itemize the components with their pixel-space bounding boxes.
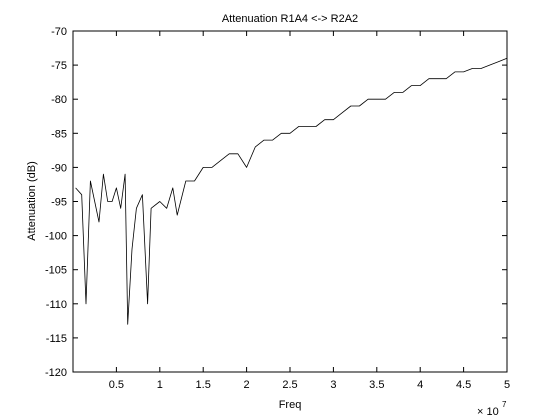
x-tick-label: 2.5	[282, 379, 297, 391]
x-ticks: 0.5 1 1.5 2 2.5 3 3.5 4 4.5 5	[109, 31, 510, 391]
y-tick-label: -90	[51, 162, 67, 174]
y-tick-label: -105	[45, 265, 67, 277]
x-tick-label: 3	[330, 379, 336, 391]
y-tick-label: -95	[51, 197, 67, 209]
y-tick-label: -80	[51, 94, 67, 106]
y-tick-label: -75	[51, 60, 67, 72]
y-tick-label: -120	[45, 367, 67, 379]
x-tick-label: 1.5	[196, 379, 211, 391]
y-tick-label: -115	[46, 333, 67, 345]
x-axis-label: Freq	[279, 399, 302, 411]
x-tick-label: 4.5	[456, 379, 471, 391]
y-tick-label: -110	[46, 299, 67, 311]
x-multiplier-base: × 10	[477, 406, 499, 418]
x-tick-label: 0.5	[109, 379, 124, 391]
x-tick-label: 4	[417, 379, 423, 391]
y-ticks: -120 -115 -110 -105 -100 -95 -90 -85 -80 -75 -70	[45, 26, 507, 379]
y-axis-label: Attenuation (dB)	[26, 161, 38, 241]
x-tick-label: 1	[157, 379, 163, 391]
series-line	[75, 57, 508, 325]
x-tick-label: 5	[504, 379, 510, 391]
plot-area	[72, 30, 508, 373]
x-tick-label: 3.5	[369, 379, 384, 391]
y-tick-label: -85	[51, 128, 67, 140]
x-multiplier-exponent: 7	[502, 400, 507, 409]
chart-title: Attenuation R1A4 <-> R2A2	[222, 13, 358, 25]
x-tick-label: 2	[244, 379, 250, 391]
y-tick-label: -70	[51, 26, 67, 38]
y-tick-label: -100	[45, 231, 67, 243]
